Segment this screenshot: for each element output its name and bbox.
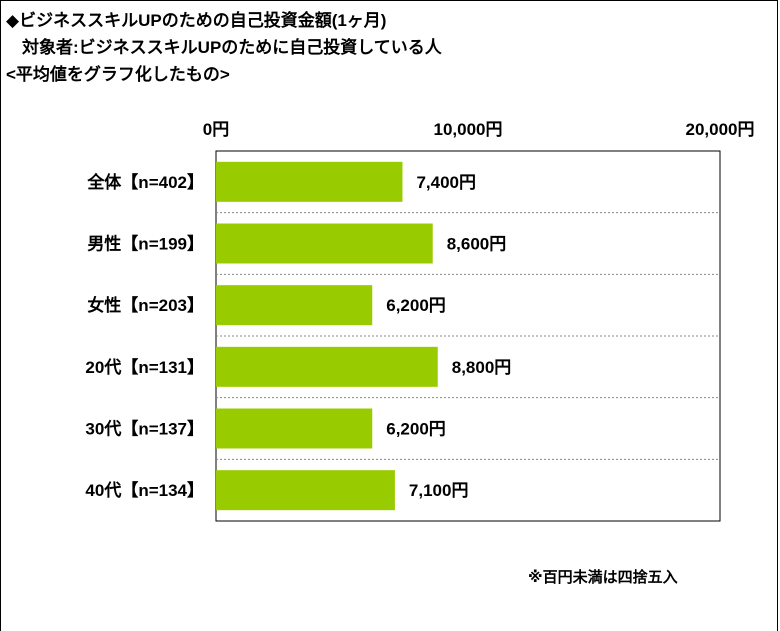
chart-title: ◆ビジネススキルUPのための自己投資金額(1ヶ月) [6,11,387,30]
x-tick-label: 20,000円 [686,120,755,139]
data-label: 8,600円 [447,235,507,254]
x-tick-label: 10,000円 [434,120,503,139]
category-label: 全体【n=402】 [86,172,204,192]
category-label: 30代【n=137】 [85,419,204,439]
data-label: 8,800円 [452,358,512,377]
data-label: 7,400円 [416,173,476,192]
footnote: ※百円未満は四捨五入 [528,569,678,586]
category-label: 40代【n=134】 [85,480,204,500]
data-label: 6,200円 [386,296,446,315]
x-tick-label: 0円 [203,120,229,139]
chart-note: <平均値をグラフ化したもの> [6,65,230,84]
category-label: 20代【n=131】 [85,357,204,377]
category-label: 女性【n=203】 [87,295,204,315]
data-label: 7,100円 [409,481,469,500]
bar [216,470,395,511]
bar [216,408,373,449]
data-label: 6,200円 [386,420,446,439]
bar [216,285,373,326]
category-label: 男性【n=199】 [87,234,204,254]
bar [216,223,433,264]
chart-subtitle: 対象者:ビジネススキルUPのために自己投資している人 [22,38,442,57]
bar [216,161,403,202]
bar [216,346,438,387]
